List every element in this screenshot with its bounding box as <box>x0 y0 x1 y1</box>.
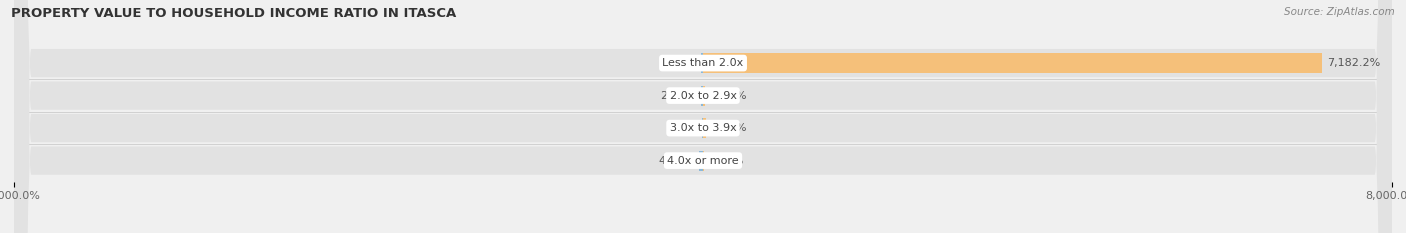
Text: 23.2%: 23.2% <box>661 58 696 68</box>
Text: PROPERTY VALUE TO HOUSEHOLD INCOME RATIO IN ITASCA: PROPERTY VALUE TO HOUSEHOLD INCOME RATIO… <box>11 7 457 20</box>
Text: 28.6%: 28.6% <box>710 91 747 101</box>
Text: 3.0x to 3.9x: 3.0x to 3.9x <box>669 123 737 133</box>
Bar <box>703 86 706 106</box>
Bar <box>702 53 703 73</box>
FancyBboxPatch shape <box>14 0 1392 233</box>
Bar <box>702 86 703 106</box>
Text: 45.8%: 45.8% <box>658 156 695 166</box>
Text: 29.5%: 29.5% <box>710 123 747 133</box>
Bar <box>703 118 706 138</box>
Text: 4.0x or more: 4.0x or more <box>668 156 738 166</box>
FancyBboxPatch shape <box>14 0 1392 233</box>
Text: Source: ZipAtlas.com: Source: ZipAtlas.com <box>1284 7 1395 17</box>
Bar <box>699 151 703 171</box>
FancyBboxPatch shape <box>14 0 1392 233</box>
Text: 21.4%: 21.4% <box>661 91 696 101</box>
Text: 9.7%: 9.7% <box>668 123 697 133</box>
Text: 7,182.2%: 7,182.2% <box>1327 58 1379 68</box>
FancyBboxPatch shape <box>14 0 1392 233</box>
Text: Less than 2.0x: Less than 2.0x <box>662 58 744 68</box>
Bar <box>703 53 1322 73</box>
Text: 13.2%: 13.2% <box>709 156 745 166</box>
Text: 2.0x to 2.9x: 2.0x to 2.9x <box>669 91 737 101</box>
